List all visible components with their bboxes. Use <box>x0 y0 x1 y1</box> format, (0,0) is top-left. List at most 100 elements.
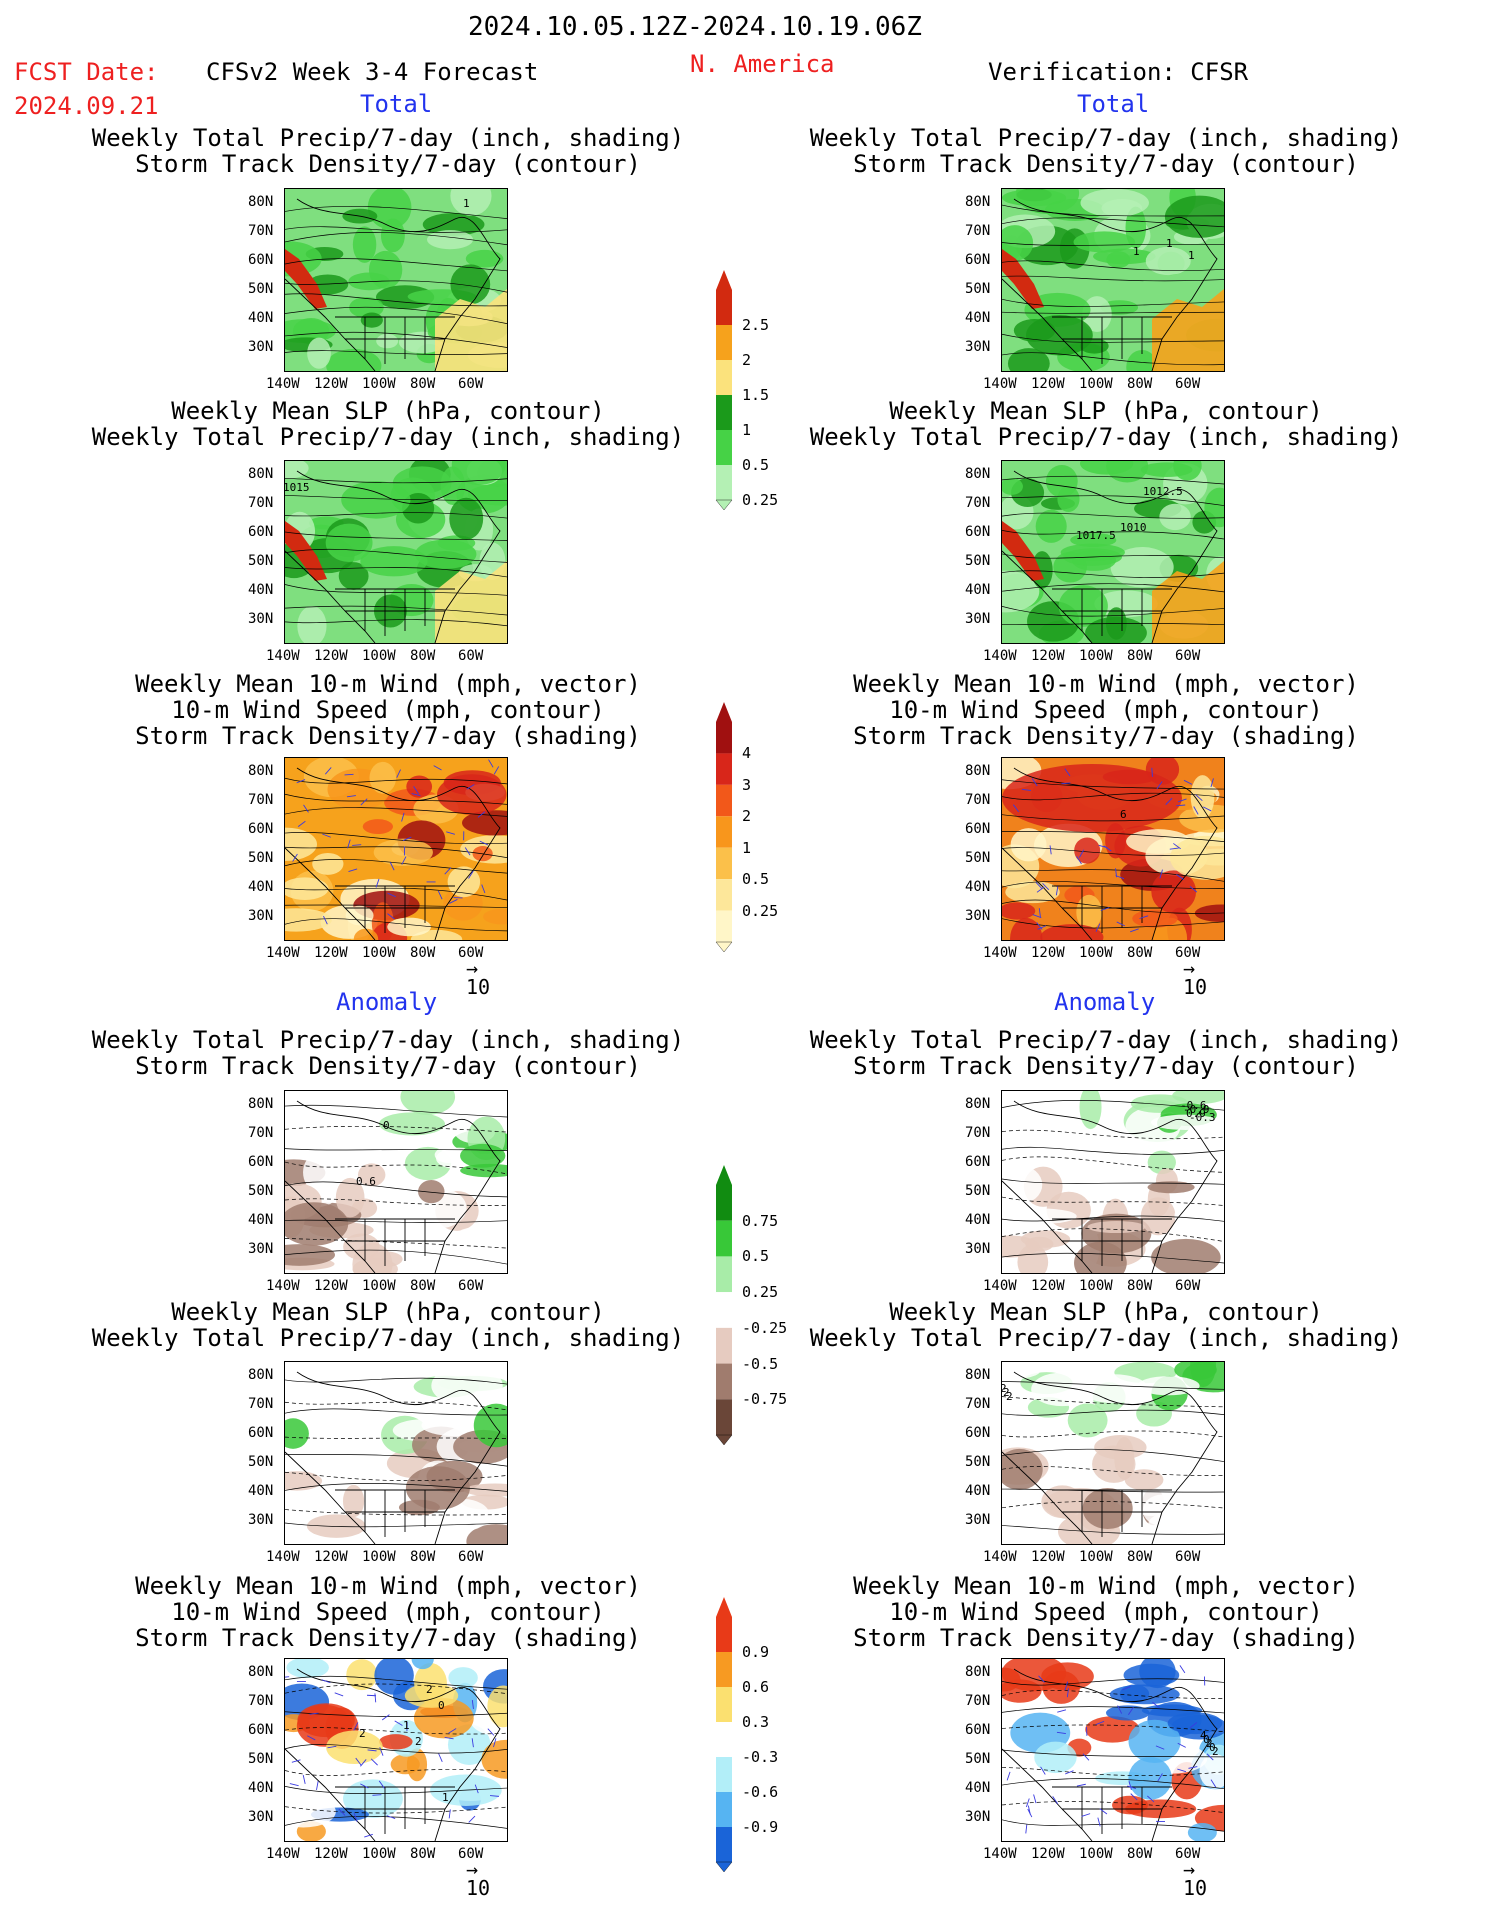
colorbar-bottom-triangle <box>715 941 733 953</box>
shading-blob <box>1007 1208 1077 1224</box>
contour-label: 0.9 <box>1186 1107 1206 1120</box>
lon-tick-label: 60W <box>458 1278 484 1294</box>
wind-vector <box>297 820 306 828</box>
lat-tick-label: 60N <box>248 524 274 540</box>
shading-blob <box>1016 1517 1044 1544</box>
lon-tick-label: 120W <box>314 648 348 664</box>
colorbar-label: 0.75 <box>742 1211 779 1230</box>
colorbar-swatch <box>716 1220 732 1257</box>
wind-vector <box>1130 1793 1138 1801</box>
shading-blob <box>343 1779 403 1819</box>
shading-blob <box>400 1091 456 1115</box>
wind-vector <box>1165 797 1173 805</box>
wind-vector <box>360 1759 367 1767</box>
lat-tick-label: 40N <box>248 310 274 326</box>
wind-vector <box>1179 1665 1186 1674</box>
wind-vector <box>323 915 328 925</box>
panel-title-line: Weekly Total Precip/7-day (inch, shading… <box>809 1324 1403 1352</box>
wind-vector <box>1100 907 1110 911</box>
map-svg: 6 <box>1002 758 1224 940</box>
wind-vector <box>1036 886 1045 893</box>
shading-blob <box>1070 533 1117 548</box>
panel-title: Weekly Mean 10-m Wind (mph, vector) 10-m … <box>78 671 698 749</box>
wind-vector <box>1193 806 1199 815</box>
contour-line <box>1002 814 1224 822</box>
shading-blob <box>1126 349 1158 371</box>
shading-blob <box>1132 909 1178 928</box>
wind-vector <box>1176 804 1186 807</box>
wind-vector <box>1210 778 1214 788</box>
contour-line <box>285 226 507 233</box>
wind-vector <box>374 1693 377 1703</box>
contour-line <box>285 548 507 563</box>
shading-blob <box>1020 1230 1071 1248</box>
colorbar-swatch <box>716 1687 732 1722</box>
lat-tick-label: 40N <box>965 879 991 895</box>
lat-tick-label: 40N <box>965 1780 991 1796</box>
lon-tick-label: 120W <box>314 945 348 961</box>
contour-line <box>285 205 507 219</box>
lat-tick-label: 80N <box>965 466 991 482</box>
lat-tick-label: 70N <box>965 223 991 239</box>
shading-blob <box>1087 1221 1146 1234</box>
wind-vector <box>1157 1773 1163 1782</box>
colorbar-label: -0.75 <box>742 1390 788 1409</box>
lat-tick-label: 80N <box>965 1664 991 1680</box>
shading-blob <box>306 1514 366 1538</box>
wind-vector <box>446 831 455 835</box>
map-panel <box>284 1361 508 1545</box>
wind-vector <box>1061 782 1071 784</box>
contour-line <box>285 1683 507 1694</box>
lat-tick-label: 70N <box>965 1396 991 1412</box>
shading-blob <box>1031 1372 1094 1407</box>
wind-vector <box>1038 908 1041 918</box>
lon-tick-label: 60W <box>458 1549 484 1565</box>
contour-line <box>285 531 507 541</box>
shading-blob <box>309 1128 373 1145</box>
panel-title-line: Weekly Mean SLP (hPa, contour) <box>889 1298 1323 1326</box>
colorbar-label: -0.5 <box>742 1354 779 1373</box>
shading-blob <box>1082 1487 1133 1530</box>
lat-tick-label: 30N <box>965 1512 991 1528</box>
contour-line <box>1002 512 1224 519</box>
wind-vector <box>1012 804 1020 813</box>
panel-title-line: Storm Track Density/7-day (shading) <box>853 1624 1359 1652</box>
contour-line <box>285 619 507 627</box>
lat-tick-label: 80N <box>248 1367 274 1383</box>
contour-line <box>1002 1252 1224 1264</box>
contour-line <box>1002 242 1224 246</box>
lon-tick-label: 60W <box>458 376 484 392</box>
lon-tick-label: 120W <box>1031 1278 1065 1294</box>
wind-vector <box>387 913 395 920</box>
panel-title-line: Weekly Mean 10-m Wind (mph, vector) <box>853 1572 1359 1600</box>
colorbar-swatch <box>716 1292 732 1328</box>
map-panel: 1 <box>284 188 508 372</box>
map-svg: 222 <box>1002 1362 1224 1544</box>
colorbar-precip-total <box>714 270 734 514</box>
lat-tick-label: 50N <box>965 281 991 297</box>
colorbar-swatch <box>716 753 732 785</box>
contour-label: 0 <box>438 1699 445 1712</box>
colorbar-label: 1 <box>742 838 752 857</box>
wind-vector <box>303 804 309 813</box>
lat-tick-label: 30N <box>248 908 274 924</box>
wind-vector <box>1147 1795 1155 1803</box>
panel-title-line: Weekly Mean SLP (hPa, contour) <box>171 397 605 425</box>
colorbar-label: 0.3 <box>742 1713 770 1731</box>
colorbar-label: 0.5 <box>742 456 770 474</box>
lon-tick-label: 140W <box>266 1278 300 1294</box>
shading-blob <box>1045 465 1078 498</box>
panel-title-line: Storm Track Density/7-day (shading) <box>135 1624 641 1652</box>
shading-blob <box>1073 231 1136 253</box>
panel-title-line: 10-m Wind Speed (mph, contour) <box>171 696 605 724</box>
wind-vector <box>401 856 407 865</box>
lon-tick-label: 140W <box>266 945 300 961</box>
shading-blob <box>285 1244 335 1266</box>
wind-vector <box>1127 1785 1137 1789</box>
shading-blob <box>462 810 507 836</box>
shading-blob <box>325 523 373 562</box>
contour-line <box>285 1453 507 1467</box>
contour-line <box>1002 779 1224 790</box>
shading-blob <box>450 189 492 216</box>
